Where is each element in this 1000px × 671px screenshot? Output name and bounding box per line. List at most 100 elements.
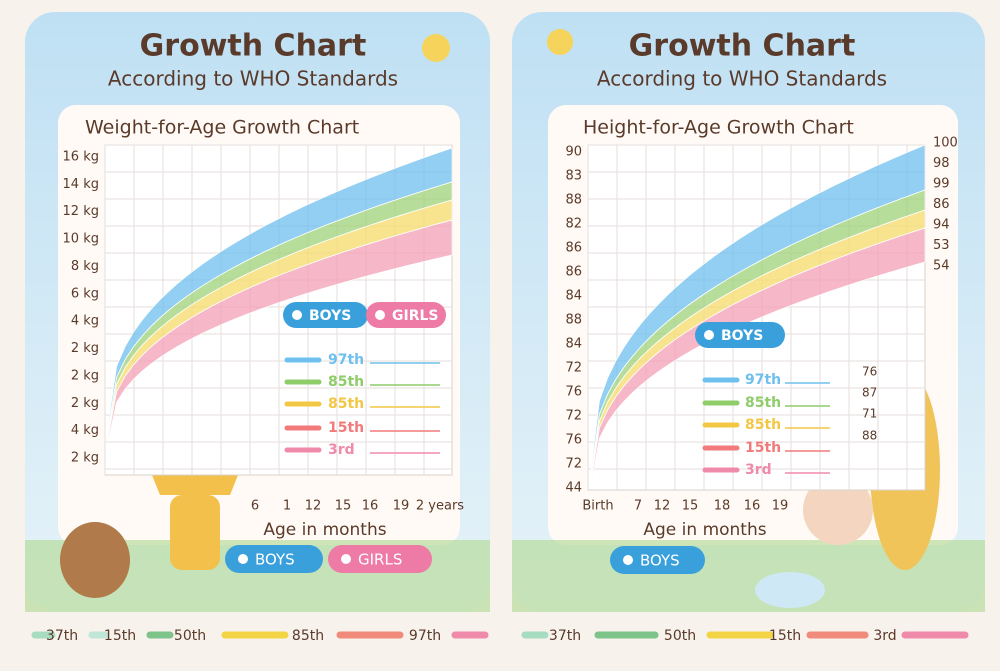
toggle-label: BOYS — [309, 308, 351, 324]
x-tick-label: 15 — [335, 499, 352, 514]
y-tick-label: 72 — [565, 361, 582, 376]
y-tick-label: 2 kg — [71, 451, 99, 466]
y-tick-label: 76 — [565, 433, 582, 448]
legend-label: 3rd — [328, 442, 355, 458]
y-tick-label: 8 kg — [71, 259, 99, 274]
toggle-label: BOYS — [721, 328, 763, 344]
footer-label: 37th — [46, 628, 78, 644]
teddy-bear — [60, 522, 130, 598]
button-dot — [623, 555, 633, 565]
title: Growth Chart — [140, 29, 367, 64]
x-tick-label: 18 — [714, 499, 731, 514]
toggle — [283, 302, 368, 328]
x-tick-label: 12 — [654, 499, 671, 514]
x-tick-label: 19 — [393, 499, 410, 514]
x-tick-label: 19 — [772, 499, 789, 514]
ruler-label: 76 — [862, 365, 877, 379]
right-label: 100 — [933, 136, 958, 151]
y-tick-label: 86 — [565, 265, 582, 280]
button-dot — [238, 554, 248, 564]
y-tick-label: 72 — [565, 409, 582, 424]
button-label: BOYS — [640, 552, 680, 570]
y-tick-label: 16 kg — [63, 150, 99, 165]
y-tick-label: 86 — [565, 241, 582, 256]
button[interactable] — [225, 545, 323, 573]
y-tick-label: 6 kg — [71, 286, 99, 301]
button-label: BOYS — [255, 551, 295, 569]
y-tick-label: 2 kg — [71, 341, 99, 356]
footer-label: 50th — [664, 628, 696, 644]
chart-title: Height-for-Age Growth Chart — [583, 117, 854, 139]
ruler-label: 71 — [862, 407, 877, 421]
legend-label: 97th — [328, 352, 364, 368]
button-label: GIRLS — [358, 551, 402, 569]
x-tick-label: 15 — [682, 499, 699, 514]
legend-label: 97th — [745, 372, 781, 388]
sun — [422, 34, 450, 62]
footer-label: 97th — [409, 628, 441, 644]
bowl — [755, 572, 825, 608]
x-tick-label: 6 — [251, 499, 259, 514]
footer-label: 15th — [104, 628, 136, 644]
y-tick-label: 76 — [565, 385, 582, 400]
legend-label: 85th — [328, 396, 364, 412]
button[interactable] — [610, 546, 705, 574]
percentile-band — [107, 219, 453, 443]
y-tick-label: 84 — [565, 337, 582, 352]
y-tick-label: 88 — [565, 193, 582, 208]
right-label: 53 — [933, 238, 950, 253]
ruler-label: 87 — [862, 386, 877, 400]
chart-title: Weight-for-Age Growth Chart — [85, 117, 359, 139]
y-tick-label: 2 kg — [71, 396, 99, 411]
y-tick-label: 12 kg — [63, 204, 99, 219]
baby — [803, 475, 873, 545]
toggle-label: GIRLS — [392, 308, 438, 324]
sun — [547, 29, 573, 55]
toggle-dot — [704, 330, 714, 340]
toggle-dot — [292, 310, 302, 320]
footer-label: 37th — [549, 628, 581, 644]
y-tick-label: 4 kg — [71, 314, 99, 329]
legend-label: 15th — [328, 420, 364, 436]
right-label: 54 — [933, 259, 950, 274]
y-tick-label: 72 — [565, 457, 582, 472]
right-label: 98 — [933, 156, 950, 171]
y-tick-label: 90 — [565, 145, 582, 160]
legend-label: 85th — [745, 395, 781, 411]
y-tick-label: 84 — [565, 289, 582, 304]
footer-label: 15th — [769, 628, 801, 644]
percentile-band — [590, 227, 926, 487]
button[interactable] — [328, 545, 432, 573]
x-tick-label: 2 years — [416, 499, 464, 514]
toggle-dot — [375, 310, 385, 320]
subtitle: According to WHO Standards — [597, 67, 887, 91]
footer-label: 50th — [174, 628, 206, 644]
y-tick-label: 10 kg — [63, 232, 99, 247]
title: Growth Chart — [629, 29, 856, 64]
legend-label: 85th — [745, 417, 781, 433]
x-axis-label: Age in months — [643, 520, 766, 540]
x-tick-label: 7 — [634, 499, 642, 514]
x-tick-label: 16 — [744, 499, 761, 514]
ruler-label: 88 — [862, 429, 877, 443]
y-tick-label: 88 — [565, 313, 582, 328]
right-label: 99 — [933, 177, 950, 192]
legend-label: 15th — [745, 440, 781, 456]
x-tick-label: 1 — [283, 499, 291, 514]
x-axis-label: Age in months — [263, 520, 386, 540]
right-label: 86 — [933, 197, 950, 212]
x-tick-label: 16 — [362, 499, 379, 514]
footer-label: 85th — [292, 628, 324, 644]
y-tick-label: 2 kg — [71, 368, 99, 383]
y-tick-label: 83 — [565, 169, 582, 184]
y-tick-label: 82 — [565, 217, 582, 232]
toggle — [695, 322, 785, 348]
toggle — [366, 302, 446, 328]
y-tick-label: 44 — [565, 481, 582, 496]
y-tick-label: 14 kg — [63, 177, 99, 192]
legend-label: 3rd — [745, 462, 772, 478]
scale — [150, 470, 240, 495]
button-dot — [341, 554, 351, 564]
footer-label: 3rd — [873, 628, 896, 644]
